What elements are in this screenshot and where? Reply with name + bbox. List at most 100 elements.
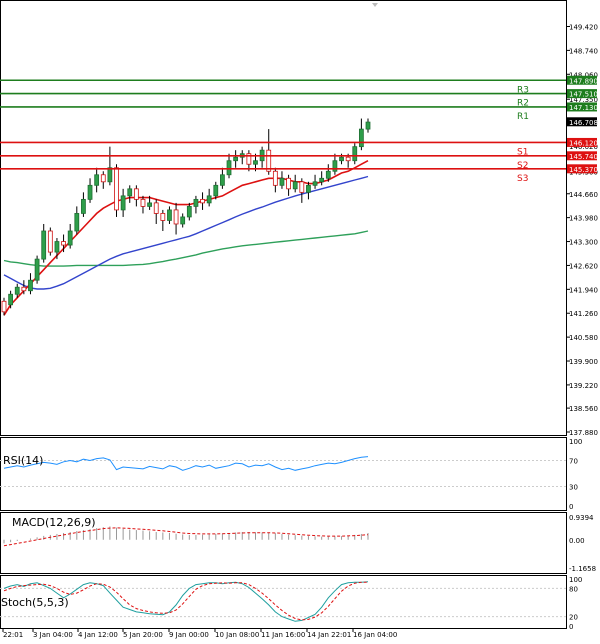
y-tick-label: 138.560 — [569, 405, 598, 413]
candle-body — [193, 198, 199, 207]
candle-body — [213, 184, 219, 197]
candle-body — [206, 195, 212, 204]
candle-body — [339, 156, 344, 162]
candle-body — [21, 286, 27, 292]
stoch-y-tick-label: 100 — [569, 576, 582, 584]
candle-body — [279, 177, 285, 186]
macd-signal-line — [3, 527, 369, 547]
y-tick-label: 148.060 — [569, 71, 598, 79]
level-tag — [567, 137, 597, 147]
stoch-d-line — [3, 581, 368, 621]
candle-body — [233, 156, 239, 162]
ma-green-line — [3, 230, 369, 267]
candle-body — [47, 230, 53, 253]
level-name-s1: S1 — [517, 147, 528, 157]
candle-body — [140, 198, 146, 207]
candle-body — [319, 177, 325, 183]
candle-body — [180, 216, 186, 225]
macd-label: MACD(12,26,9) — [12, 516, 96, 529]
rsi-y-tick-label: 70 — [569, 458, 578, 466]
macd-pane[interactable]: 0.9394 0.00 -1.1658 MACD(12,26,9) — [3, 514, 596, 573]
y-tick-label: 141.260 — [569, 310, 598, 318]
candle-body — [167, 209, 172, 221]
shift-marker-icon — [372, 3, 378, 7]
level-value-r3: 147.890 — [569, 77, 598, 85]
x-tick-label: 22:01 — [3, 631, 23, 639]
candle-body — [41, 230, 47, 260]
candle-body — [67, 230, 73, 246]
candle-body — [325, 170, 331, 179]
y-tick-label: 137.880 — [569, 429, 598, 437]
candle-body — [358, 128, 364, 148]
y-tick-label: 143.980 — [569, 215, 598, 223]
stoch-pane-frame — [0, 575, 567, 629]
level-value-s3: 145.370 — [569, 166, 598, 174]
candle-body — [54, 241, 60, 253]
rsi-y-tick-label: 0 — [569, 503, 573, 511]
level-value-s2: 145.740 — [569, 153, 598, 161]
y-tick-label: 149.420 — [569, 23, 598, 31]
ma-red-line — [3, 159, 369, 316]
y-tick-label: 144.660 — [569, 191, 598, 199]
chart-panes — [0, 0, 567, 629]
candle-body — [147, 202, 152, 207]
candle-body — [107, 167, 113, 183]
rsi-pane-frame — [0, 437, 567, 511]
candle-body — [87, 184, 93, 200]
candle-body — [153, 202, 159, 214]
level-tag — [567, 164, 597, 174]
macd-pane-frame — [0, 512, 567, 574]
candle-body — [173, 209, 179, 225]
candle-body — [127, 188, 133, 197]
candle-body — [220, 174, 225, 186]
candle-body — [94, 174, 100, 186]
stoch-label: Stoch(5,5,3) — [1, 596, 69, 609]
candle-body — [272, 170, 278, 186]
candle-body — [200, 198, 205, 204]
level-tag — [567, 89, 597, 99]
candle-body — [133, 188, 139, 200]
candle-body — [186, 206, 192, 218]
macd-y-tick-label: 0.00 — [569, 537, 585, 545]
level-name-s3: S3 — [517, 174, 528, 184]
rsi-y-tick-label: 30 — [569, 484, 578, 492]
rsi-label: RSI(14) — [3, 454, 43, 467]
y-tick-label: 143.300 — [569, 239, 598, 247]
x-tick-label: 11 Jan 16:00 — [261, 631, 305, 639]
candle-body — [8, 293, 14, 306]
level-tag — [567, 102, 597, 112]
rsi-pane[interactable]: 100 70 30 0 RSI(14) — [0, 438, 582, 511]
level-value-r1: 147.130 — [569, 104, 598, 112]
x-tick-label: 16 Jan 04:00 — [353, 631, 397, 639]
candle-body — [61, 241, 66, 246]
macd-y-tick-label: -1.1658 — [569, 565, 596, 573]
y-tick-label: 139.220 — [569, 382, 598, 390]
price-pane[interactable]: 149.420 148.740 148.060 147.350 146.708 146.0… — [0, 3, 598, 437]
candle-body — [14, 286, 20, 295]
candle-body — [28, 279, 33, 292]
x-tick-label: 3 Jan 04:00 — [33, 631, 73, 639]
candle-body — [299, 181, 305, 193]
y-tick-label: 141.940 — [569, 286, 598, 294]
candle-body — [306, 184, 311, 193]
stoch-k-line — [3, 581, 369, 622]
level-tag — [567, 75, 597, 85]
x-tick-label: 14 Jan 22:01 — [307, 631, 351, 639]
y-tick-label: 148.740 — [569, 47, 598, 55]
candle-body — [246, 153, 252, 165]
candle-body — [226, 160, 232, 176]
time-axis: 22:01 3 Jan 04:00 4 Jan 12:00 5 Jan 20:00 9 … — [2, 628, 397, 639]
candle-body — [120, 195, 126, 211]
last-price-tag — [567, 117, 597, 127]
level-name-s2: S2 — [517, 161, 528, 171]
candle-body — [100, 174, 106, 183]
y-tick-label: 139.900 — [569, 358, 598, 366]
level-value-r2: 147.510 — [569, 91, 598, 99]
y-tick-label: 140.580 — [569, 334, 598, 342]
candle-body — [81, 198, 86, 214]
level-tag — [567, 151, 597, 161]
candle-body — [34, 258, 40, 281]
candle-body — [286, 177, 291, 190]
